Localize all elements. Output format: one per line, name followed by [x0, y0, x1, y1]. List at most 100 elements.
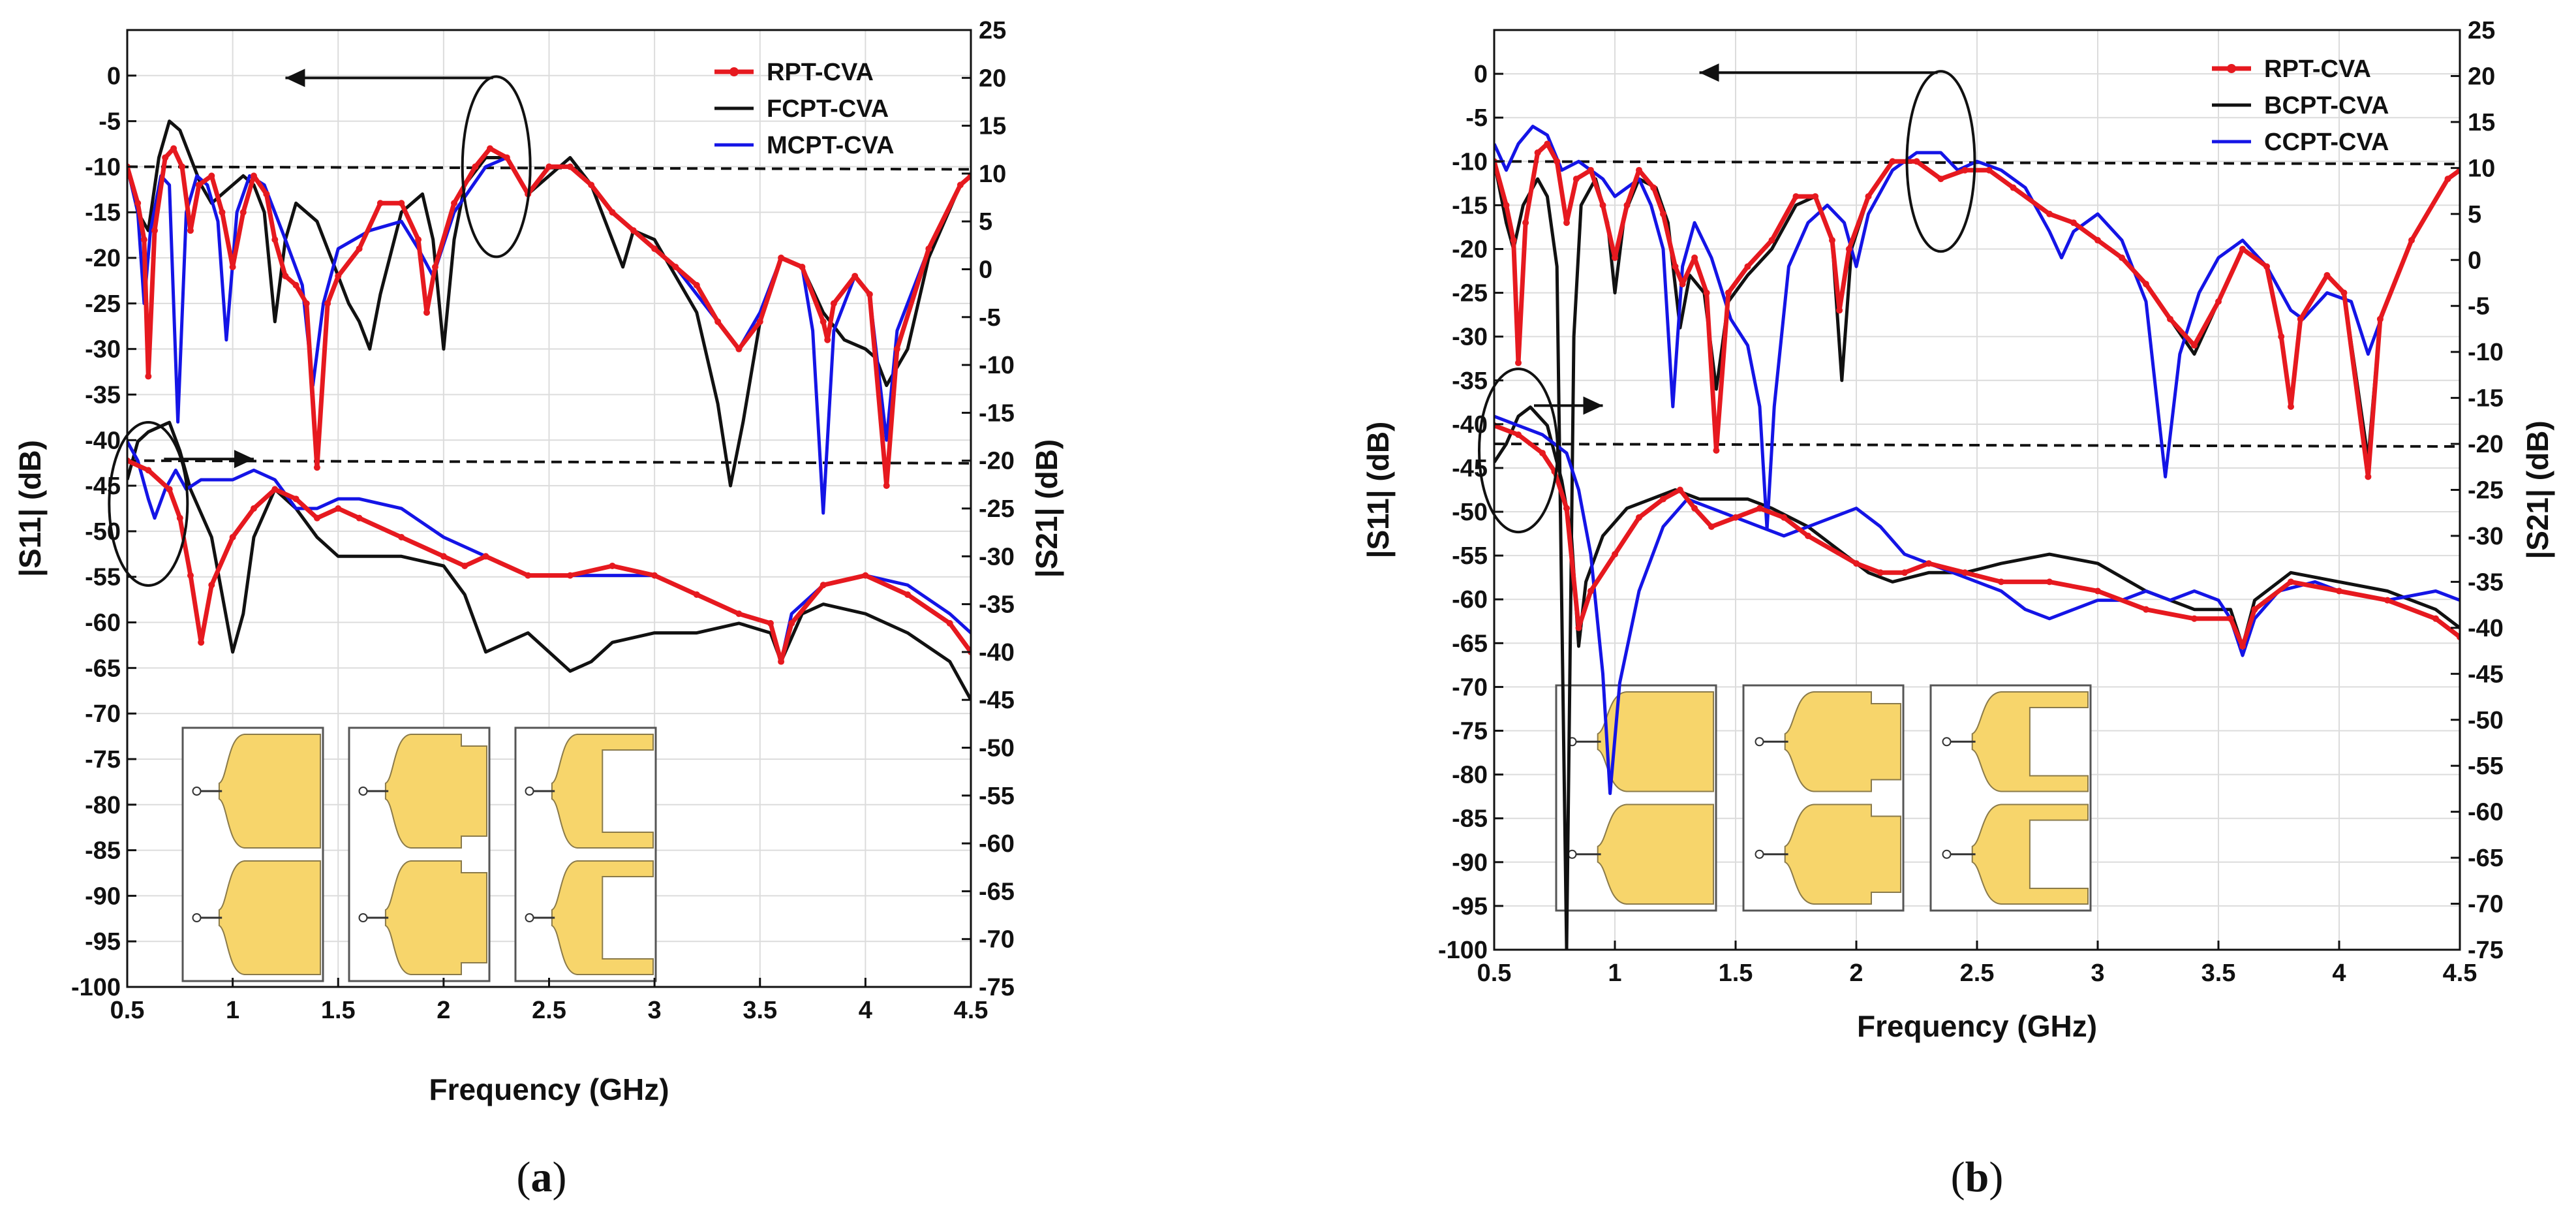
- data-point: [271, 236, 279, 243]
- legend-item-ccpt-cva: CCPT-CVA: [2212, 129, 2389, 156]
- y-left-tick-label: -85: [85, 837, 121, 865]
- data-point: [2227, 615, 2234, 622]
- antenna-layout-2: [1929, 684, 2092, 912]
- data-point: [588, 181, 595, 189]
- legend-label: FCPT-CVA: [767, 95, 889, 123]
- antenna-layout-1: [1742, 684, 1905, 912]
- data-point: [2167, 315, 2173, 322]
- y-right-tick-label: -10: [2468, 339, 2504, 366]
- data-point: [398, 533, 405, 540]
- annotation-s21: [108, 421, 254, 587]
- y-left-tick-label: -80: [1452, 762, 1488, 789]
- y-right-tick-label: -30: [979, 543, 1015, 570]
- feed-port: [1755, 849, 1764, 859]
- data-point: [2119, 254, 2125, 261]
- data-point: [461, 562, 468, 569]
- data-point: [239, 209, 247, 216]
- data-point: [778, 658, 785, 665]
- y-right-tick-label: 15: [979, 113, 1006, 140]
- y-left-tick-label: -100: [71, 974, 121, 1001]
- y-left-tick-label: -25: [85, 290, 121, 318]
- data-point: [2432, 615, 2439, 622]
- data-point: [1575, 624, 1582, 631]
- data-point: [946, 619, 953, 627]
- data-point: [767, 619, 774, 627]
- data-point: [851, 272, 859, 279]
- antenna-patch: [384, 860, 487, 975]
- data-point: [1676, 486, 1683, 493]
- panel-label-letter: b: [1965, 1153, 1989, 1201]
- y-right-tick-label: -15: [2468, 385, 2504, 413]
- x-tick-label: 3.5: [743, 997, 777, 1024]
- y-right-tick-label: -40: [2468, 615, 2504, 642]
- data-point: [735, 610, 743, 617]
- y-right-tick-label: -40: [979, 639, 1015, 666]
- y-right-tick-label: -55: [2468, 753, 2504, 780]
- reference-line: [127, 459, 972, 465]
- data-point: [451, 200, 458, 207]
- y-right-tick-label: -5: [2468, 293, 2490, 320]
- data-point: [1554, 158, 1561, 165]
- panel-label-open: (: [517, 1153, 531, 1201]
- data-point: [714, 318, 722, 325]
- axis-ticks: 0.5 1 1.5 2 2.5 3 3.5 4 4.5 0 -5 -10 -15 -20 -25 -30 -35…: [1438, 17, 2504, 987]
- y-left-tick-label: -40: [85, 427, 121, 454]
- data-point: [1672, 263, 1679, 270]
- y-right-tick-label: 25: [2468, 17, 2495, 44]
- data-point: [1612, 254, 1618, 261]
- feed-port: [192, 787, 202, 796]
- y-right-tick-label: -20: [2468, 431, 2504, 458]
- data-point: [134, 200, 142, 207]
- legend-label: RPT-CVA: [2264, 55, 2371, 83]
- annotation-arrow-head: [285, 69, 305, 87]
- data-point: [1986, 166, 1993, 174]
- x-tick-label: 3: [2091, 960, 2104, 987]
- y-left-tick-label: 0: [107, 63, 121, 90]
- y-right-tick-label: -50: [2468, 707, 2504, 734]
- y-left-axis-label: |S11| (dB): [1361, 422, 1395, 559]
- y-right-tick-label: -25: [979, 495, 1015, 523]
- y-left-tick-label: -90: [1452, 849, 1488, 877]
- data-point: [2143, 281, 2149, 288]
- y-left-tick-label: -10: [85, 153, 121, 181]
- antenna-patch: [1971, 804, 2089, 905]
- data-point: [893, 345, 900, 352]
- data-point: [1781, 514, 1787, 521]
- data-point: [335, 505, 342, 512]
- legend-item-rpt-cva: RPT-CVA: [2212, 55, 2371, 83]
- y-left-tick-label: -70: [1452, 674, 1488, 701]
- legend-label: CCPT-CVA: [2264, 129, 2389, 156]
- y-right-axis-label: |S21| (dB): [1030, 439, 1064, 578]
- y-left-tick-label: -70: [85, 700, 121, 728]
- y-left-tick-label: -5: [1465, 104, 1488, 132]
- x-tick-label: 0.5: [1477, 960, 1512, 987]
- data-point: [503, 154, 510, 161]
- data-point: [904, 591, 912, 598]
- annotation-s11: [285, 69, 532, 258]
- data-point: [166, 486, 173, 493]
- data-point: [1713, 447, 1720, 454]
- data-point: [1756, 505, 1763, 512]
- legend: RPT-CVA BCPT-CVA CCPT-CVA: [2212, 55, 2389, 156]
- data-point: [2010, 184, 2017, 191]
- data-point: [250, 172, 257, 180]
- y-right-tick-label: 20: [979, 65, 1006, 92]
- feed-port: [525, 913, 534, 922]
- data-point: [1522, 219, 1529, 226]
- y-right-tick-label: -65: [2468, 845, 2504, 872]
- antenna-patch: [218, 860, 321, 975]
- panel-label-open: (: [1951, 1153, 1965, 1201]
- x-tick-label: 4: [2332, 960, 2346, 987]
- y-left-tick-label: -60: [1452, 586, 1488, 614]
- data-point: [862, 572, 869, 579]
- antenna-inset: [181, 726, 657, 982]
- data-point: [824, 336, 831, 343]
- data-point: [145, 373, 152, 380]
- legend: RPT-CVA FCPT-CVA MCPT-CVA: [714, 59, 895, 159]
- data-point: [1845, 245, 1852, 253]
- y-right-tick-label: -15: [979, 399, 1015, 427]
- data-point: [1599, 202, 1606, 209]
- series-curves: [127, 119, 971, 701]
- data-point: [271, 486, 279, 493]
